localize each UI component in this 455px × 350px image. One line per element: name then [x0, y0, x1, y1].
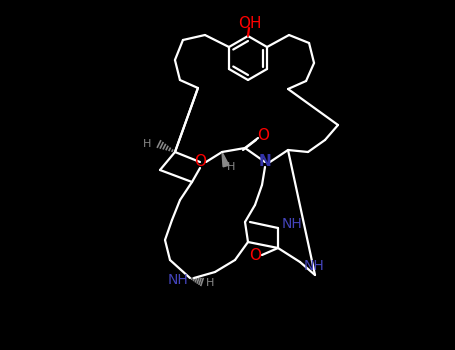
Text: NH: NH: [282, 217, 303, 231]
Text: O: O: [257, 127, 269, 142]
Text: N: N: [258, 154, 271, 169]
Polygon shape: [222, 152, 229, 167]
Text: O: O: [249, 247, 261, 262]
Text: H: H: [142, 139, 151, 149]
Text: H: H: [206, 278, 214, 288]
Text: H: H: [227, 162, 235, 172]
Text: NH: NH: [303, 259, 324, 273]
Text: OH: OH: [238, 16, 262, 32]
Text: O: O: [194, 154, 206, 169]
Text: NH: NH: [167, 273, 188, 287]
